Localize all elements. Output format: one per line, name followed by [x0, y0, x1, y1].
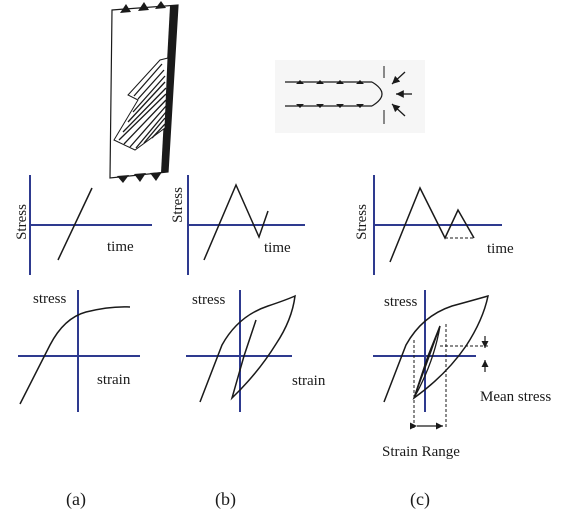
panel-c-strain-plot: stress Mean stress Strain Range	[373, 290, 551, 460]
y-axis-label: Stress	[170, 187, 186, 223]
minor-loop	[413, 325, 441, 399]
stress-strain-loop	[199, 294, 296, 403]
y-axis-label: Stress	[354, 204, 370, 240]
stress-time-curve	[57, 187, 93, 261]
x-axis-label: strain	[292, 373, 326, 389]
y-axis-label: stress	[33, 291, 66, 307]
panel-c-time-plot: Stress time	[354, 175, 514, 275]
mean-stress-label: Mean stress	[480, 389, 551, 405]
y-axis-label: stress	[192, 292, 225, 308]
stress-time-curve	[203, 183, 269, 261]
strain-range-label: Strain Range	[382, 444, 460, 460]
panel-a-time-plot: Stress time	[14, 175, 152, 275]
stress-strain-curve	[19, 306, 131, 405]
x-axis-label: time	[487, 241, 514, 257]
x-axis-label: time	[264, 240, 291, 256]
caption-c: (c)	[410, 489, 430, 510]
x-axis-label: time	[107, 239, 134, 255]
panel-b-strain-plot: stress strain	[186, 290, 326, 412]
panel-a-strain-plot: stress strain	[18, 290, 140, 412]
crack-specimen-icon	[109, 1, 179, 183]
x-axis-label: strain	[97, 372, 131, 388]
panel-b-time-plot: Stress time	[170, 175, 305, 275]
y-axis-label: Stress	[14, 204, 30, 240]
caption-a: (a)	[66, 489, 86, 510]
stress-strain-loop	[383, 294, 489, 403]
y-axis-label: stress	[384, 294, 417, 310]
crack-tip-icon	[275, 60, 425, 133]
caption-b: (b)	[215, 489, 236, 510]
